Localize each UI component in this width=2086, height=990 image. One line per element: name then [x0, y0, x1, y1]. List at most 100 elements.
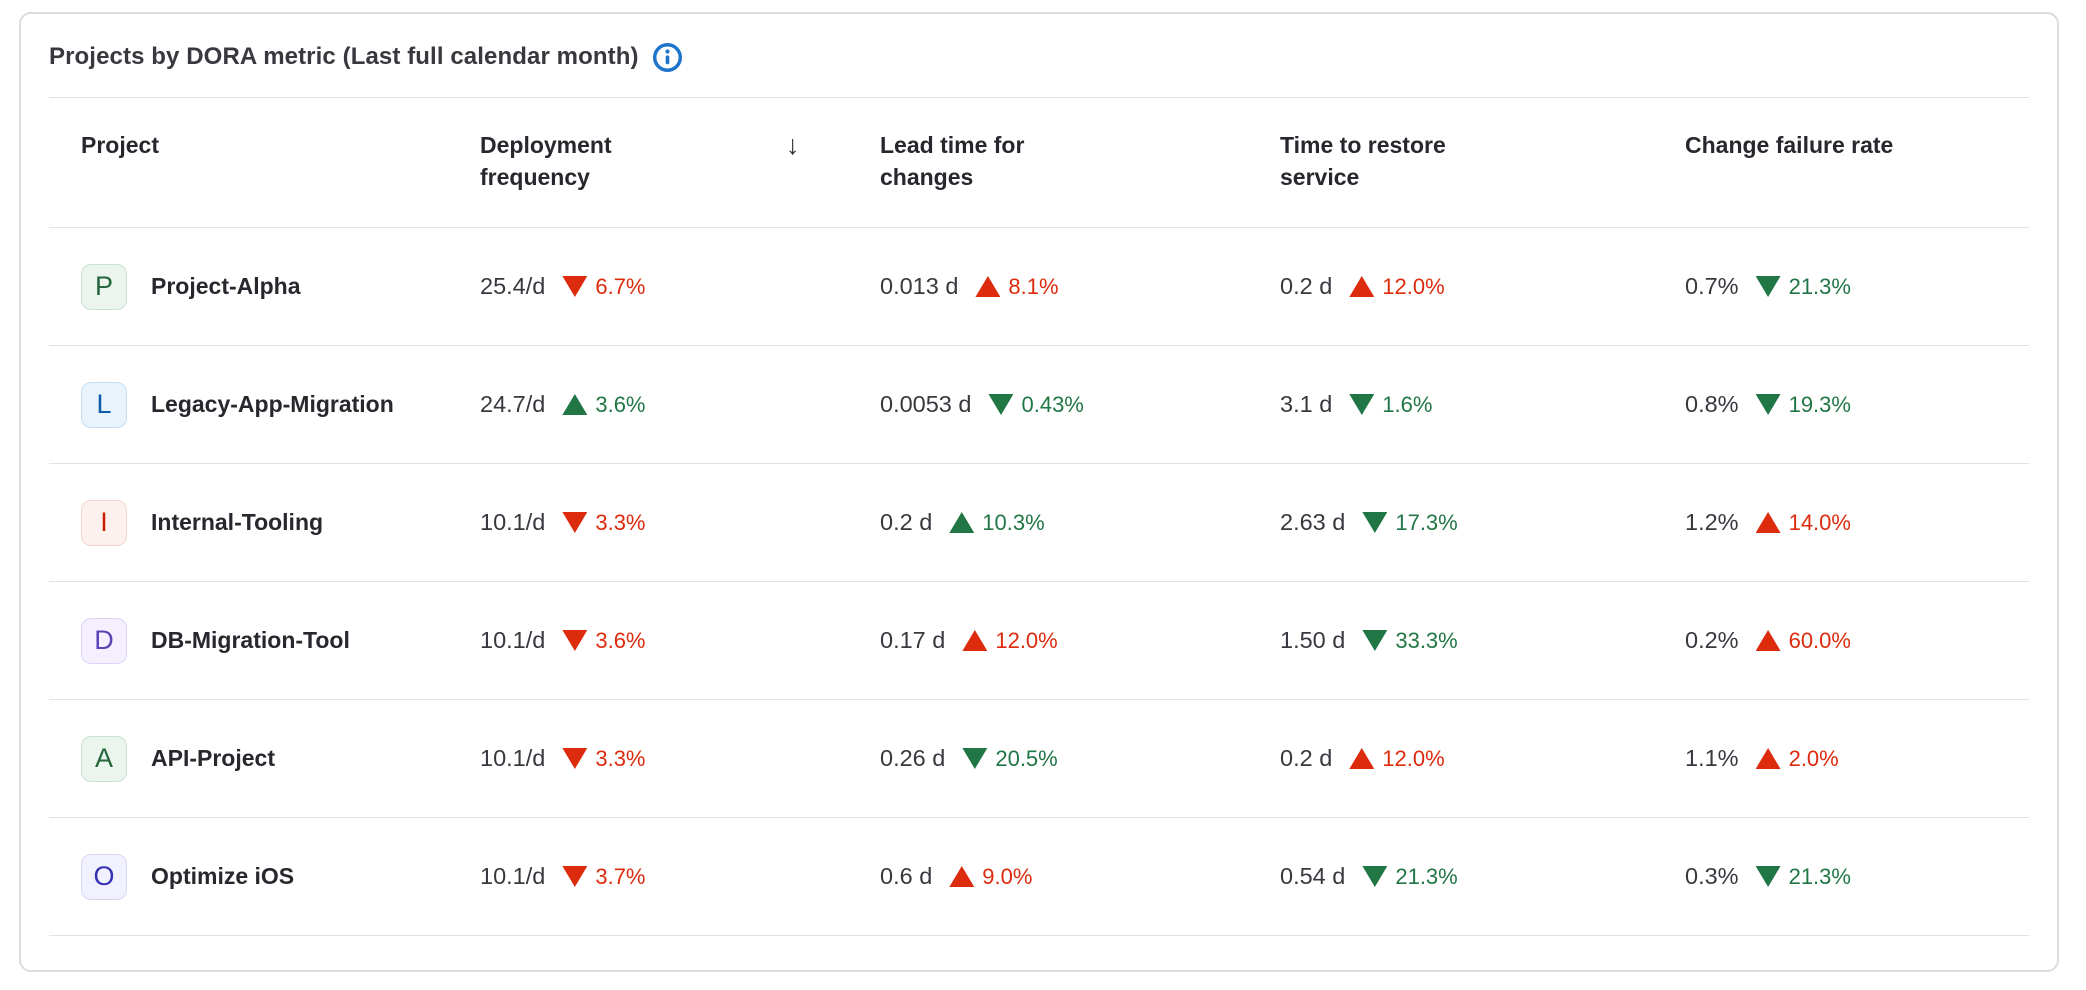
project-name-link[interactable]: API-Project	[151, 745, 275, 771]
trend-indicator: 3.6%	[562, 391, 646, 418]
table-body: P Project-Alpha 25.4/d 6.7% 0.013 d 8.1%…	[49, 228, 2029, 936]
metric-cell: 2.63 d 17.3%	[1280, 509, 1685, 536]
trend-percent: 0.43%	[1021, 391, 1084, 417]
project-cell: P Project-Alpha	[49, 263, 480, 310]
project-avatar[interactable]: A	[81, 735, 127, 782]
trend-indicator: 21.3%	[1755, 864, 1851, 890]
trend-up-icon	[1349, 748, 1375, 769]
column-header-deployment-frequency[interactable]: Deployment frequency ↓	[480, 98, 880, 193]
trend-percent: 3.6%	[595, 627, 646, 653]
column-header-change-failure-rate[interactable]: Change failure rate	[1685, 98, 2039, 162]
card-title: Projects by DORA metric (Last full calen…	[49, 43, 639, 70]
metric-cell: 25.4/d 6.7%	[480, 273, 880, 300]
trend-indicator: 21.3%	[1362, 864, 1458, 890]
trend-up-icon	[949, 512, 975, 533]
metric-value: 0.17 d	[880, 627, 946, 653]
project-avatar[interactable]: I	[81, 499, 127, 546]
trend-down-icon	[988, 394, 1014, 415]
trend-down-icon	[562, 512, 588, 533]
column-header-label: Deployment frequency	[480, 132, 612, 190]
metric-value: 1.2%	[1685, 509, 1739, 535]
trend-indicator: 9.0%	[949, 864, 1032, 890]
column-header-label: Time to restore service	[1280, 132, 1446, 190]
metric-cell: 0.7% 21.3%	[1685, 273, 2039, 300]
metric-cell: 0.17 d 12.0%	[880, 627, 1280, 654]
trend-indicator: 2.0%	[1755, 746, 1839, 772]
trend-indicator: 21.3%	[1755, 274, 1851, 300]
metric-cell: 0.2% 60.0%	[1685, 627, 2039, 654]
trend-up-icon	[1755, 512, 1781, 533]
trend-indicator: 3.3%	[562, 509, 646, 536]
metric-value: 0.2 d	[1280, 745, 1333, 771]
project-cell: L Legacy-App-Migration	[49, 381, 480, 428]
trend-up-icon	[1755, 748, 1781, 769]
trend-down-icon	[1349, 394, 1375, 415]
metric-value: 0.2%	[1685, 627, 1739, 653]
metric-cell: 1.1% 2.0%	[1685, 745, 2039, 772]
metric-value: 10.1/d	[480, 627, 546, 653]
project-name-link[interactable]: Internal-Tooling	[151, 509, 324, 535]
project-avatar[interactable]: O	[81, 853, 127, 900]
trend-percent: 6.7%	[595, 273, 646, 299]
project-avatar[interactable]: P	[81, 263, 127, 310]
trend-indicator: 19.3%	[1755, 392, 1851, 418]
trend-indicator: 12.0%	[962, 627, 1058, 654]
trend-indicator: 3.7%	[562, 864, 646, 890]
metric-cell: 10.1/d 3.7%	[480, 863, 880, 890]
trend-indicator: 60.0%	[1755, 628, 1851, 654]
trend-percent: 3.6%	[595, 391, 646, 417]
metric-cell: 0.26 d 20.5%	[880, 745, 1280, 772]
trend-percent: 10.3%	[982, 509, 1045, 535]
metric-value: 25.4/d	[480, 273, 546, 299]
trend-percent: 14.0%	[1788, 509, 1851, 535]
trend-down-icon	[562, 748, 588, 769]
trend-indicator: 12.0%	[1349, 274, 1445, 300]
column-header-time-to-restore-service[interactable]: Time to restore service	[1280, 98, 1685, 193]
metric-value: 2.63 d	[1280, 509, 1346, 535]
trend-up-icon	[949, 866, 975, 887]
trend-percent: 12.0%	[1382, 745, 1445, 771]
dora-metrics-card: Projects by DORA metric (Last full calen…	[19, 12, 2059, 972]
project-avatar[interactable]: L	[81, 381, 127, 428]
trend-indicator: 20.5%	[962, 746, 1058, 772]
project-name-link[interactable]: Optimize iOS	[151, 863, 295, 889]
trend-indicator: 33.3%	[1362, 627, 1458, 654]
metric-cell: 1.50 d 33.3%	[1280, 627, 1685, 654]
table-row: P Project-Alpha 25.4/d 6.7% 0.013 d 8.1%…	[49, 228, 2029, 346]
sort-descending-icon[interactable]: ↓	[786, 130, 800, 160]
trend-down-icon	[562, 630, 588, 651]
trend-down-icon	[1362, 630, 1388, 651]
metric-value: 1.1%	[1685, 745, 1739, 771]
metric-cell: 1.2% 14.0%	[1685, 509, 2039, 536]
table-row: A API-Project 10.1/d 3.3% 0.26 d 20.5% 0…	[49, 700, 2029, 818]
metric-cell: 0.013 d 8.1%	[880, 273, 1280, 300]
metric-cell: 10.1/d 3.3%	[480, 509, 880, 536]
metric-value: 0.7%	[1685, 273, 1739, 299]
metric-cell: 0.2 d 10.3%	[880, 509, 1280, 536]
trend-percent: 12.0%	[995, 627, 1058, 653]
trend-up-icon	[1349, 276, 1375, 297]
project-name-link[interactable]: DB-Migration-Tool	[151, 627, 350, 653]
trend-down-icon	[1362, 866, 1388, 887]
trend-indicator: 12.0%	[1349, 745, 1445, 772]
metric-value: 10.1/d	[480, 863, 546, 889]
info-icon[interactable]	[652, 41, 684, 73]
table-row: L Legacy-App-Migration 24.7/d 3.6% 0.005…	[49, 346, 2029, 464]
metric-cell: 0.54 d 21.3%	[1280, 863, 1685, 890]
trend-percent: 33.3%	[1395, 627, 1458, 653]
trend-indicator: 14.0%	[1755, 509, 1851, 536]
trend-down-icon	[1362, 512, 1388, 533]
metric-value: 0.54 d	[1280, 863, 1346, 889]
trend-percent: 3.3%	[595, 509, 646, 535]
column-header-project[interactable]: Project	[49, 98, 480, 162]
column-header-lead-time-for-changes[interactable]: Lead time for changes	[880, 98, 1280, 193]
project-name-link[interactable]: Legacy-App-Migration	[151, 391, 394, 417]
trend-indicator: 8.1%	[975, 274, 1059, 300]
metric-value: 0.013 d	[880, 273, 959, 299]
metric-cell: 10.1/d 3.3%	[480, 745, 880, 772]
trend-percent: 17.3%	[1395, 509, 1458, 535]
metric-value: 0.2 d	[880, 509, 933, 535]
project-name-link[interactable]: Project-Alpha	[151, 273, 301, 299]
project-avatar[interactable]: D	[81, 617, 127, 664]
trend-down-icon	[562, 276, 588, 297]
